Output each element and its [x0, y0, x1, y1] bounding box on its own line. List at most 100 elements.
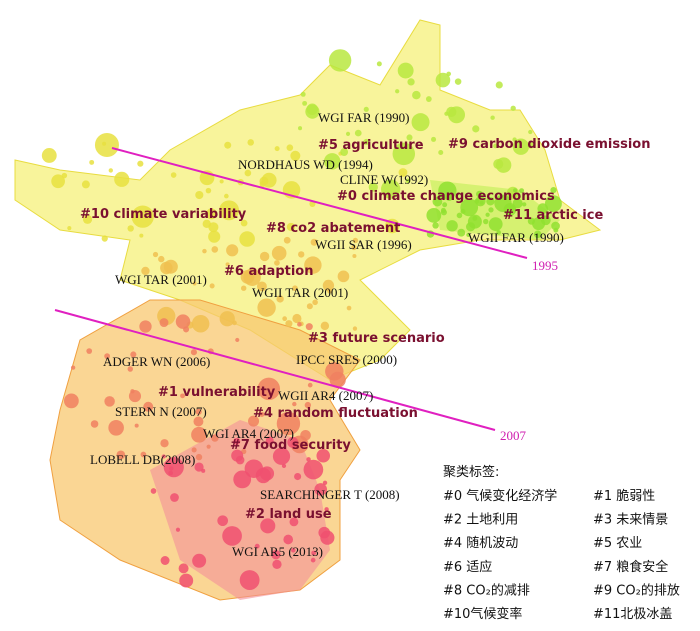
node [178, 563, 189, 574]
node [202, 248, 207, 254]
node [163, 259, 178, 274]
node [398, 168, 408, 177]
node [206, 444, 211, 449]
node [244, 169, 252, 177]
node [127, 225, 134, 232]
node [206, 208, 217, 220]
legend-title: 聚类标签: [443, 464, 499, 480]
node [240, 270, 255, 284]
node [168, 470, 174, 476]
node [180, 393, 185, 399]
node [179, 573, 194, 588]
node [101, 235, 108, 242]
node [285, 320, 293, 328]
node [395, 89, 400, 94]
node [306, 103, 318, 115]
node [438, 181, 457, 200]
node [134, 423, 139, 428]
node [205, 187, 212, 194]
node [211, 434, 219, 442]
reference-label: ADGER WN (2006) [103, 354, 210, 369]
legend-item: #6 适应 [443, 559, 492, 575]
node [274, 146, 280, 152]
node [272, 559, 282, 570]
node [217, 515, 229, 527]
node [259, 251, 270, 262]
node [291, 548, 296, 553]
reference-label: WGI AR4 (2007) [203, 426, 294, 441]
node [276, 411, 301, 436]
node [219, 200, 240, 221]
node [329, 371, 346, 388]
node [272, 447, 291, 465]
node [425, 96, 432, 102]
nodes [41, 49, 562, 590]
node [320, 530, 335, 545]
node [232, 320, 237, 326]
cluster-label: #2 land use [245, 507, 332, 522]
node [139, 233, 144, 238]
legend-item: #11北极冰盖 [593, 607, 672, 622]
node [289, 517, 299, 527]
legend-item: #1 脆弱性 [593, 488, 655, 504]
node [527, 142, 535, 149]
node [233, 470, 252, 489]
node [282, 316, 288, 322]
node [457, 228, 466, 237]
year-label: 2007 [500, 428, 527, 443]
node [175, 527, 181, 532]
node [276, 295, 284, 303]
node [442, 202, 448, 208]
node [104, 353, 111, 360]
legend-item: #2 土地利用 [443, 513, 518, 528]
node [412, 90, 421, 100]
node [411, 113, 430, 132]
node [195, 190, 204, 200]
node [320, 321, 330, 331]
node [493, 143, 498, 149]
node [292, 313, 302, 324]
node [323, 153, 341, 170]
node [476, 190, 483, 198]
node [351, 244, 357, 251]
cluster-label: #8 co2 abatement [266, 221, 400, 236]
node [90, 420, 99, 428]
node [159, 318, 169, 328]
node [127, 366, 133, 372]
hull-green [430, 180, 560, 240]
cluster-label: #0 climate change economics [337, 189, 555, 204]
node [474, 198, 480, 204]
node [248, 415, 260, 427]
node [368, 182, 378, 192]
node [283, 236, 291, 244]
node [274, 260, 280, 266]
node [271, 550, 281, 560]
node [114, 171, 130, 187]
node [522, 202, 527, 207]
node [294, 472, 302, 481]
node [488, 207, 494, 213]
node [143, 401, 154, 412]
node [239, 231, 255, 247]
cluster-label: #1 vulnerability [158, 385, 276, 400]
node [432, 222, 439, 229]
reference-label: LOBELL DB(2008) [90, 452, 195, 467]
node [510, 105, 516, 111]
node [456, 212, 463, 219]
node [170, 493, 179, 502]
node [397, 62, 414, 79]
node [108, 168, 114, 173]
node [340, 148, 349, 156]
node [392, 142, 416, 166]
node [311, 550, 317, 556]
node [130, 351, 137, 358]
labels: #5 agriculture #9 carbon dioxide emission… [80, 110, 651, 559]
node [292, 285, 298, 292]
node [226, 244, 239, 257]
reference-label: SEARCHINGER T (2008) [260, 487, 400, 502]
node [432, 196, 443, 207]
node [304, 401, 312, 409]
node [94, 132, 119, 158]
cluster-label: #5 agriculture [318, 138, 424, 153]
node [297, 322, 302, 327]
